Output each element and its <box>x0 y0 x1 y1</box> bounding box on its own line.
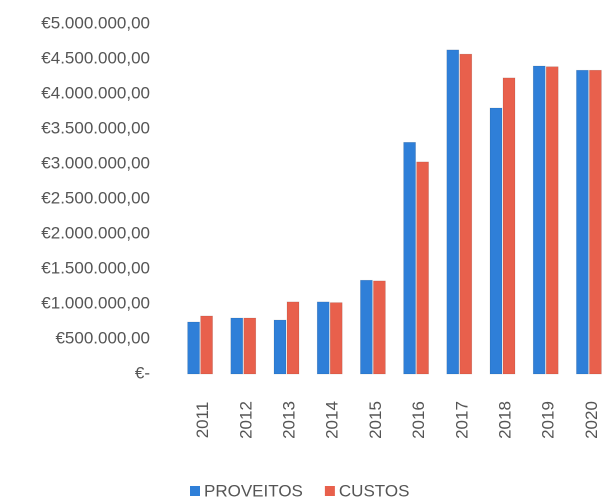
y-tick-label: €3.500.000,00 <box>41 118 150 137</box>
bar <box>230 317 244 375</box>
y-tick-label: €- <box>135 363 150 382</box>
bar <box>416 161 429 375</box>
y-tick-label: €5.000.000,00 <box>41 13 150 32</box>
bar <box>243 317 257 375</box>
x-tick-label: 2019 <box>539 401 558 439</box>
y-tick-label: €4.500.000,00 <box>41 48 150 67</box>
bar <box>286 301 300 375</box>
bar <box>576 69 589 375</box>
y-tick-label: €1.000.000,00 <box>41 293 150 312</box>
x-tick-label: 2016 <box>409 401 428 439</box>
y-tick-label: €2.500.000,00 <box>41 188 150 207</box>
x-tick-label: 2011 <box>193 402 212 439</box>
bar <box>403 142 416 375</box>
x-tick-label: 2018 <box>495 401 514 439</box>
y-tick-label: €4.000.000,00 <box>41 83 150 102</box>
bar <box>459 53 473 375</box>
y-tick-label: €3.000.000,00 <box>41 153 150 172</box>
x-tick-label: 2020 <box>582 401 601 439</box>
bar <box>532 65 546 375</box>
bar <box>273 319 287 375</box>
bar <box>373 280 386 375</box>
x-tick-label: 2012 <box>236 401 255 439</box>
bar <box>187 321 200 375</box>
bar <box>545 66 559 375</box>
bar <box>329 302 343 375</box>
bar <box>489 107 503 375</box>
legend-label: CUSTOS <box>339 481 410 500</box>
bar <box>316 301 330 375</box>
x-tick-label: 2014 <box>323 401 342 439</box>
x-tick-label: 2013 <box>279 401 298 439</box>
bar <box>446 49 460 375</box>
x-tick-label: 2017 <box>452 401 471 439</box>
bar <box>200 315 213 375</box>
legend-swatch <box>190 486 200 496</box>
bar <box>589 69 602 375</box>
bar <box>360 279 373 375</box>
legend-label: PROVEITOS <box>204 481 303 500</box>
x-tick-label: 2015 <box>366 401 385 439</box>
y-tick-label: €2.000.000,00 <box>41 223 150 242</box>
legend-swatch <box>324 486 335 496</box>
bar <box>502 77 516 375</box>
y-tick-label: €500.000,00 <box>55 328 150 347</box>
y-tick-label: €1.500.000,00 <box>41 258 150 277</box>
